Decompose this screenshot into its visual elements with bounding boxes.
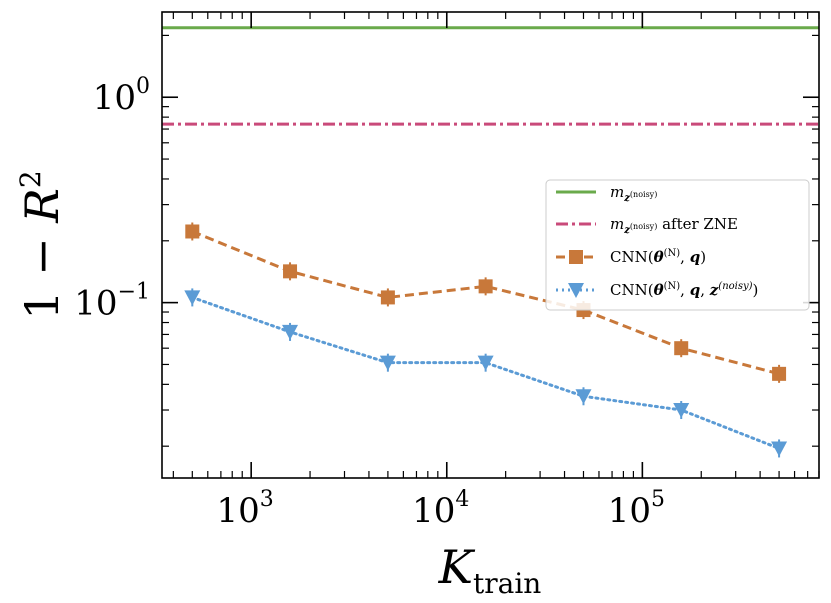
- legend-marker-square: [569, 250, 583, 264]
- legend-label-m-noisy: mz(noisy): [610, 183, 657, 204]
- marker-triangle-1: [282, 324, 299, 340]
- marker-triangle-6: [771, 441, 788, 457]
- tick-layer: 103 104 105 100 10−1: [74, 12, 820, 531]
- y-axis-label: 1 − R2: [14, 170, 69, 320]
- x-tick-label-2: 105: [608, 487, 665, 531]
- legend-label-cnn-theta-q-z: CNN(θ(N), q, z(noisy)): [610, 281, 758, 299]
- hlines-layer: [162, 26, 819, 126]
- x-axis-label: Ktrain: [438, 540, 542, 600]
- axes-layer: [161, 11, 820, 479]
- legend: mz(noisy) mz(noisy) after ZNE CNN(θ(N), …: [545, 179, 810, 311]
- marker-square-3: [478, 279, 493, 294]
- marker-triangle-3: [477, 355, 494, 371]
- y-tick-label-1: 10−1: [74, 280, 150, 324]
- legend-marker-triangle: [568, 283, 584, 298]
- series-layer: [184, 222, 788, 458]
- marker-square-2: [380, 290, 395, 305]
- plot-frame: [161, 11, 820, 479]
- x-tick-label-0: 103: [217, 487, 274, 531]
- marker-square-5: [674, 341, 689, 356]
- legend-label-m-noisy-zne: mz(noisy) after ZNE: [610, 215, 738, 236]
- x-tick-label-1: 104: [412, 487, 469, 531]
- marker-triangle-5: [673, 403, 690, 419]
- marker-square-6: [772, 366, 787, 381]
- marker-square-0: [185, 224, 200, 239]
- marker-square-1: [283, 264, 298, 279]
- marker-triangle-4: [575, 389, 592, 405]
- legend-box: [545, 179, 810, 311]
- legend-label-cnn-theta-q: CNN(θ(N), q): [610, 248, 706, 266]
- series-line-1: [190, 295, 781, 450]
- marker-triangle-0: [184, 290, 201, 306]
- y-tick-label-0: 100: [93, 74, 150, 118]
- marker-triangle-2: [379, 355, 396, 371]
